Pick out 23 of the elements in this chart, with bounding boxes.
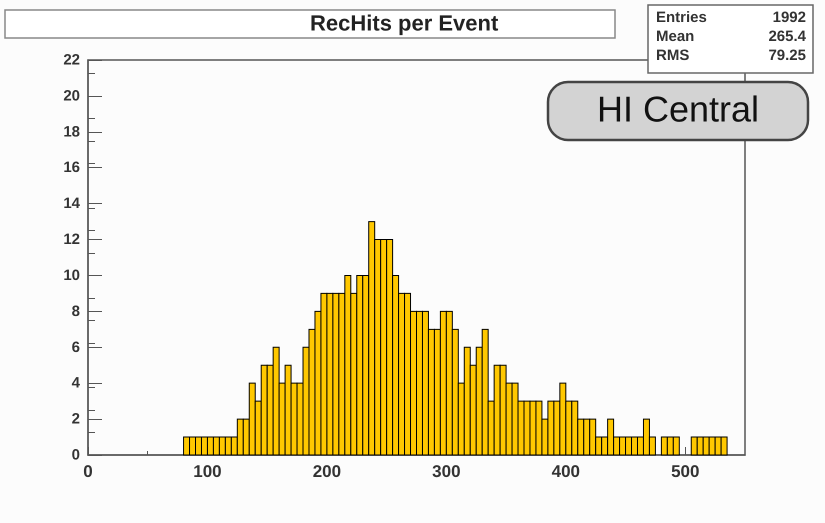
y-tick-label: 18: [63, 123, 80, 140]
x-tick-label: 0: [83, 462, 93, 481]
y-tick-label: 20: [63, 87, 80, 104]
x-tick-label: 300: [432, 462, 461, 481]
x-tick-label: 100: [193, 462, 222, 481]
x-tick-label: 200: [312, 462, 342, 481]
y-tick-label: 4: [72, 374, 81, 392]
y-tick-label: 14: [63, 195, 81, 212]
y-tick-label: 0: [72, 446, 80, 464]
text: Entries 1992: [656, 9, 806, 26]
x-tick-label: 400: [552, 462, 580, 481]
y-tick-label: 12: [63, 231, 80, 248]
text: RMS 79.25: [656, 47, 806, 64]
y-tick-label: 2: [72, 410, 80, 428]
y-tick-label: 8: [72, 302, 80, 320]
chart-title: RecHits per Event: [310, 10, 499, 36]
y-tick-label: 22: [63, 52, 80, 68]
y-tick-label: 16: [63, 159, 80, 176]
y-tick-label: 10: [63, 266, 80, 284]
annotation: HI Central: [596, 88, 760, 130]
y-tick-label: 6: [72, 338, 80, 356]
x-tick-label: 500: [671, 462, 700, 481]
text: Mean 265.4: [656, 28, 806, 45]
